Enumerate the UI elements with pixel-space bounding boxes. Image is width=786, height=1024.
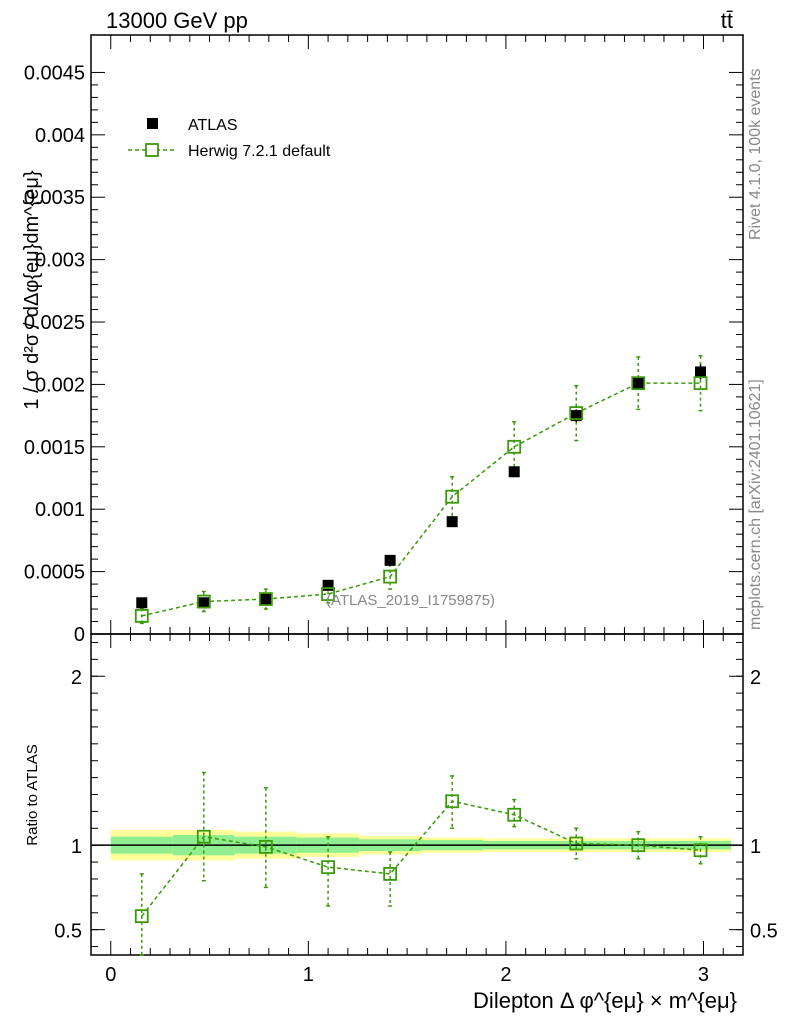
- herwig-point: [569, 406, 584, 421]
- ratio-ytick-label-right: 0.5: [750, 921, 778, 943]
- ratio-xtick-label: 0: [105, 964, 116, 986]
- main-ytick-label: 0.0045: [24, 62, 85, 84]
- ratio-herwig-point: [445, 794, 460, 809]
- atlas-point: [570, 410, 582, 422]
- legend-herwig-marker: [145, 143, 159, 157]
- main-ytick-label: 0.0015: [24, 437, 85, 459]
- main-panel: 0 0.0005 0.001 0.0015 0.002 0.0025 0.003 0.0035…: [24, 34, 744, 646]
- ratio-herwig-point: [196, 829, 211, 844]
- ratio-herwig-point: [134, 909, 149, 924]
- rivet-label: Rivet 4.1.0, 100k events: [747, 68, 764, 240]
- ratio-ytick-label: 0.5: [54, 921, 82, 943]
- ratio-herwig-point: [631, 838, 646, 853]
- ratio-herwig-point: [693, 843, 708, 858]
- ratio-herwig-point: [507, 807, 522, 822]
- main-ylabel: 1 / σ d²σ / dΔφ{eμ}dm^{eμ}: [21, 170, 43, 409]
- atlas-point: [260, 593, 272, 605]
- ratio-herwig-point: [383, 867, 398, 881]
- ratio-ytick-label-right: 1: [750, 836, 761, 858]
- ratio-herwig-point: [321, 860, 335, 875]
- herwig-point: [445, 489, 460, 504]
- herwig-point: [321, 587, 335, 601]
- atlas-point: [446, 516, 458, 528]
- atlas-point: [508, 466, 520, 478]
- ratio-xtick-label: 2: [500, 964, 511, 986]
- energy-label: 13000 GeV pp: [106, 8, 248, 33]
- ratio-ytick-label: 2: [71, 667, 82, 689]
- main-ytick-label: 0.002: [35, 374, 85, 396]
- legend-herwig-label: Herwig 7.2.1 default: [188, 143, 331, 160]
- atlas-point: [695, 366, 707, 378]
- main-ytick-label: 0: [74, 624, 85, 646]
- process-label: tt̄: [721, 8, 733, 33]
- main-ytick-label: 0.0005: [24, 562, 85, 584]
- main-ytick-label: 0.004: [35, 125, 85, 147]
- ratio-xtick-label: 3: [698, 964, 709, 986]
- ratio-panel: 0.5 0.5 1 1 2 2 0 1 2 3: [54, 633, 778, 986]
- herwig-point: [631, 376, 646, 391]
- ratio-ytick-label-right: 2: [750, 667, 761, 689]
- atlas-point: [322, 579, 334, 591]
- ratio-xtick-label: 1: [303, 964, 314, 986]
- atlas-point: [632, 377, 644, 389]
- ratio-frame: [90, 633, 744, 956]
- main-ytick-label: 0.003: [35, 250, 85, 272]
- main-ytick-label: 0.0025: [24, 312, 85, 334]
- herwig-point: [196, 594, 211, 609]
- main-ytick-label: 0.001: [35, 499, 85, 521]
- ratio-ytick-label: 1: [71, 836, 82, 858]
- atlas-point: [136, 597, 148, 609]
- mcplots-label: mcplots.cern.ch [arXiv:2401.10621]: [747, 379, 764, 630]
- atlas-point: [198, 597, 210, 609]
- legend-atlas-label: ATLAS: [188, 117, 238, 134]
- herwig-line: [141, 382, 701, 617]
- herwig-point: [507, 439, 522, 454]
- main-ytick-label: 0.0035: [24, 187, 85, 209]
- legend: ATLAS Herwig 7.2.1 default: [128, 117, 331, 160]
- herwig-point: [693, 376, 708, 391]
- herwig-point: [134, 609, 149, 623]
- atlas-point: [384, 554, 396, 566]
- ratio-ylabel: Ratio to ATLAS: [24, 744, 41, 845]
- analysis-watermark: (ATLAS_2019_I1759875): [326, 592, 495, 609]
- ratio-herwig-point: [569, 836, 584, 851]
- herwig-point: [383, 569, 398, 584]
- ratio-herwig-line: [141, 800, 701, 917]
- x-axis-title: Dilepton Δ φ^{eμ} × m^{eμ}: [473, 988, 737, 1013]
- legend-atlas-marker: [147, 118, 158, 129]
- ratio-herwig-point: [258, 839, 273, 854]
- herwig-point: [258, 592, 273, 606]
